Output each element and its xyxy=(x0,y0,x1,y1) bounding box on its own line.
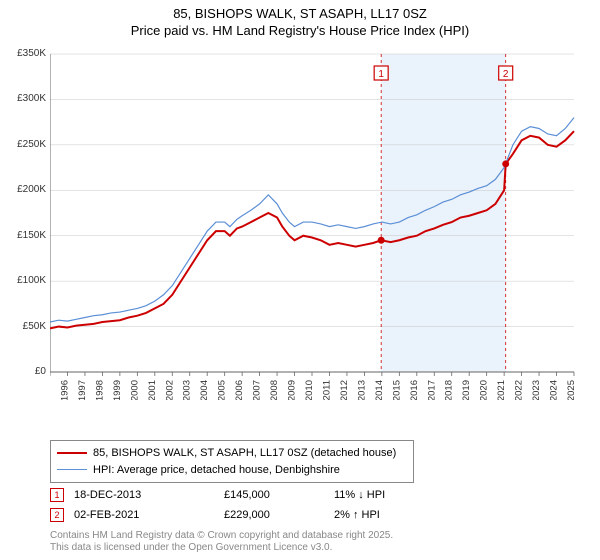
svg-text:2024: 2024 xyxy=(549,380,560,400)
legend-label-1: 85, BISHOPS WALK, ST ASAPH, LL17 0SZ (de… xyxy=(93,445,396,462)
transaction-row-1: 1 18-DEC-2013 £145,000 11% ↓ HPI xyxy=(50,485,570,505)
legend-item-1: 85, BISHOPS WALK, ST ASAPH, LL17 0SZ (de… xyxy=(57,445,407,462)
svg-text:2002: 2002 xyxy=(164,380,175,400)
transactions-table: 1 18-DEC-2013 £145,000 11% ↓ HPI 2 02-FE… xyxy=(50,485,570,525)
transaction-delta-1: 11% ↓ HPI xyxy=(334,489,444,501)
svg-text:2015: 2015 xyxy=(391,380,402,400)
svg-text:2: 2 xyxy=(503,69,509,80)
svg-text:2022: 2022 xyxy=(514,380,525,400)
svg-text:1997: 1997 xyxy=(77,380,88,400)
y-axis-label: £250K xyxy=(0,139,46,150)
title-line-1: 85, BISHOPS WALK, ST ASAPH, LL17 0SZ xyxy=(0,6,600,23)
marker-box-2: 2 xyxy=(50,508,64,522)
svg-text:2005: 2005 xyxy=(217,380,228,400)
svg-text:1995: 1995 xyxy=(50,380,53,400)
svg-text:2013: 2013 xyxy=(356,380,367,400)
svg-text:1998: 1998 xyxy=(94,380,105,400)
svg-text:2017: 2017 xyxy=(426,380,437,400)
svg-text:2018: 2018 xyxy=(444,380,455,400)
footer-line-1: Contains HM Land Registry data © Crown c… xyxy=(50,530,393,542)
svg-text:2020: 2020 xyxy=(479,380,490,400)
svg-text:2000: 2000 xyxy=(129,380,140,400)
transaction-delta-2: 2% ↑ HPI xyxy=(334,509,444,521)
footer: Contains HM Land Registry data © Crown c… xyxy=(50,530,393,554)
svg-text:1996: 1996 xyxy=(59,380,70,400)
svg-text:1999: 1999 xyxy=(112,380,123,400)
chart-title: 85, BISHOPS WALK, ST ASAPH, LL17 0SZ Pri… xyxy=(0,0,600,40)
marker-num-1: 1 xyxy=(54,490,59,500)
y-axis-label: £100K xyxy=(0,275,46,286)
svg-text:2016: 2016 xyxy=(409,380,420,400)
svg-text:2006: 2006 xyxy=(234,380,245,400)
y-axis-label: £150K xyxy=(0,230,46,241)
svg-text:2008: 2008 xyxy=(269,380,280,400)
svg-text:2011: 2011 xyxy=(321,380,332,400)
transaction-price-2: £229,000 xyxy=(224,509,334,521)
svg-text:2012: 2012 xyxy=(339,380,350,400)
svg-text:1: 1 xyxy=(378,69,384,80)
svg-text:2004: 2004 xyxy=(199,380,210,400)
transaction-row-2: 2 02-FEB-2021 £229,000 2% ↑ HPI xyxy=(50,505,570,525)
svg-text:2007: 2007 xyxy=(252,380,263,400)
marker-box-1: 1 xyxy=(50,488,64,502)
y-axis-label: £200K xyxy=(0,184,46,195)
legend: 85, BISHOPS WALK, ST ASAPH, LL17 0SZ (de… xyxy=(50,440,414,483)
y-axis-label: £0 xyxy=(0,366,46,377)
svg-text:2009: 2009 xyxy=(287,380,298,400)
transaction-date-1: 18-DEC-2013 xyxy=(74,489,224,501)
legend-swatch-1 xyxy=(57,452,87,454)
title-line-2: Price paid vs. HM Land Registry's House … xyxy=(0,23,600,40)
legend-label-2: HPI: Average price, detached house, Denb… xyxy=(93,462,340,479)
price-chart: 1995 1996 1997 1998 1999 2000 2001 2002 2003 2004… xyxy=(50,50,580,400)
marker-num-2: 2 xyxy=(54,510,59,520)
svg-text:2001: 2001 xyxy=(147,380,158,400)
svg-text:2003: 2003 xyxy=(182,380,193,400)
y-axis-label: £300K xyxy=(0,93,46,104)
legend-swatch-2 xyxy=(57,469,87,470)
y-axis-label: £350K xyxy=(0,48,46,59)
transaction-date-2: 02-FEB-2021 xyxy=(74,509,224,521)
footer-line-2: This data is licensed under the Open Gov… xyxy=(50,542,393,554)
legend-item-2: HPI: Average price, detached house, Denb… xyxy=(57,462,407,479)
svg-text:2019: 2019 xyxy=(461,380,472,400)
svg-text:2021: 2021 xyxy=(496,380,507,400)
svg-text:2010: 2010 xyxy=(304,380,315,400)
transaction-price-1: £145,000 xyxy=(224,489,334,501)
svg-text:2025: 2025 xyxy=(566,380,577,400)
y-axis-label: £50K xyxy=(0,321,46,332)
svg-text:2023: 2023 xyxy=(531,380,542,400)
svg-text:2014: 2014 xyxy=(374,380,385,400)
